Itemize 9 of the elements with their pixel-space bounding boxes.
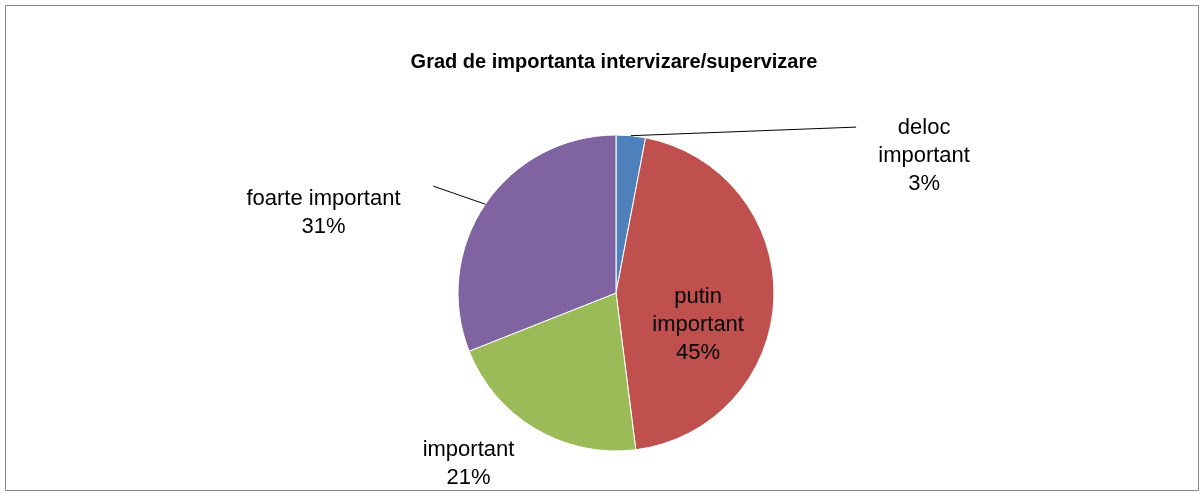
data-label: 21% [446,464,491,490]
slice-label: important [422,436,515,462]
data-label: 45% [676,338,721,364]
slice-label: deloc important [878,114,970,168]
slice-label: putin important [652,282,744,336]
data-label: 3% [908,170,940,196]
data-label: 31% [301,213,346,239]
chart-title: Grad de importanta intervizare/supervizare [410,50,818,72]
slice-label: foarte important [246,185,401,211]
